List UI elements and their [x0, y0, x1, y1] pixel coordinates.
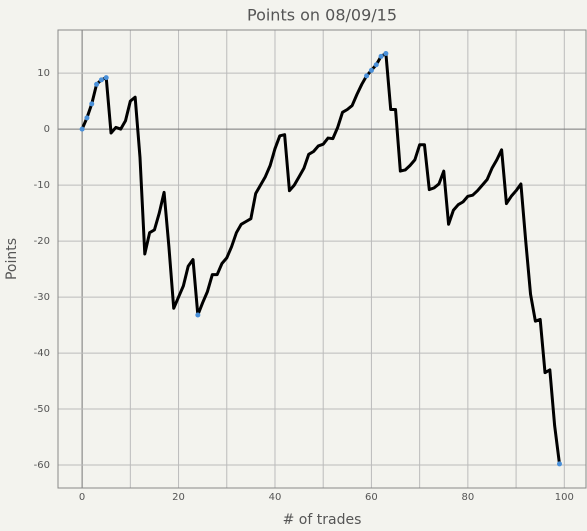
y-tick-label: 10 — [37, 68, 50, 79]
highlight-point — [373, 62, 379, 68]
y-tick-label: -10 — [34, 180, 50, 191]
x-tick-label: 20 — [172, 492, 185, 503]
x-axis-label: # of trades — [283, 512, 362, 528]
x-tick-label: 60 — [365, 492, 378, 503]
chart-title: Points on 08/09/15 — [247, 6, 397, 25]
y-tick-label: -30 — [34, 292, 50, 303]
highlight-point — [84, 115, 90, 121]
highlight-point — [364, 73, 370, 79]
y-axis-label: Points — [4, 238, 20, 280]
highlight-point — [89, 101, 95, 107]
data-line — [80, 52, 561, 465]
x-tick-label: 100 — [555, 492, 574, 503]
y-tick-label: 0 — [44, 124, 50, 135]
highlight-point — [378, 53, 384, 59]
plot-frame — [57, 29, 587, 489]
x-tick-label: 0 — [79, 492, 85, 503]
highlight-point — [368, 67, 374, 73]
highlight-point — [195, 312, 201, 318]
highlight-point — [556, 461, 562, 467]
x-tick-label: 80 — [461, 492, 474, 503]
x-tick-label: 40 — [269, 492, 282, 503]
y-tick-label: -60 — [34, 460, 50, 471]
highlight-point — [79, 126, 85, 132]
highlight-point — [383, 51, 389, 57]
y-tick-label: -40 — [34, 348, 50, 359]
y-tick-label: -50 — [34, 404, 50, 415]
highlight-point — [103, 75, 109, 81]
highlight-point — [94, 81, 100, 87]
y-tick-label: -20 — [34, 236, 50, 247]
highlight-point — [98, 77, 104, 83]
